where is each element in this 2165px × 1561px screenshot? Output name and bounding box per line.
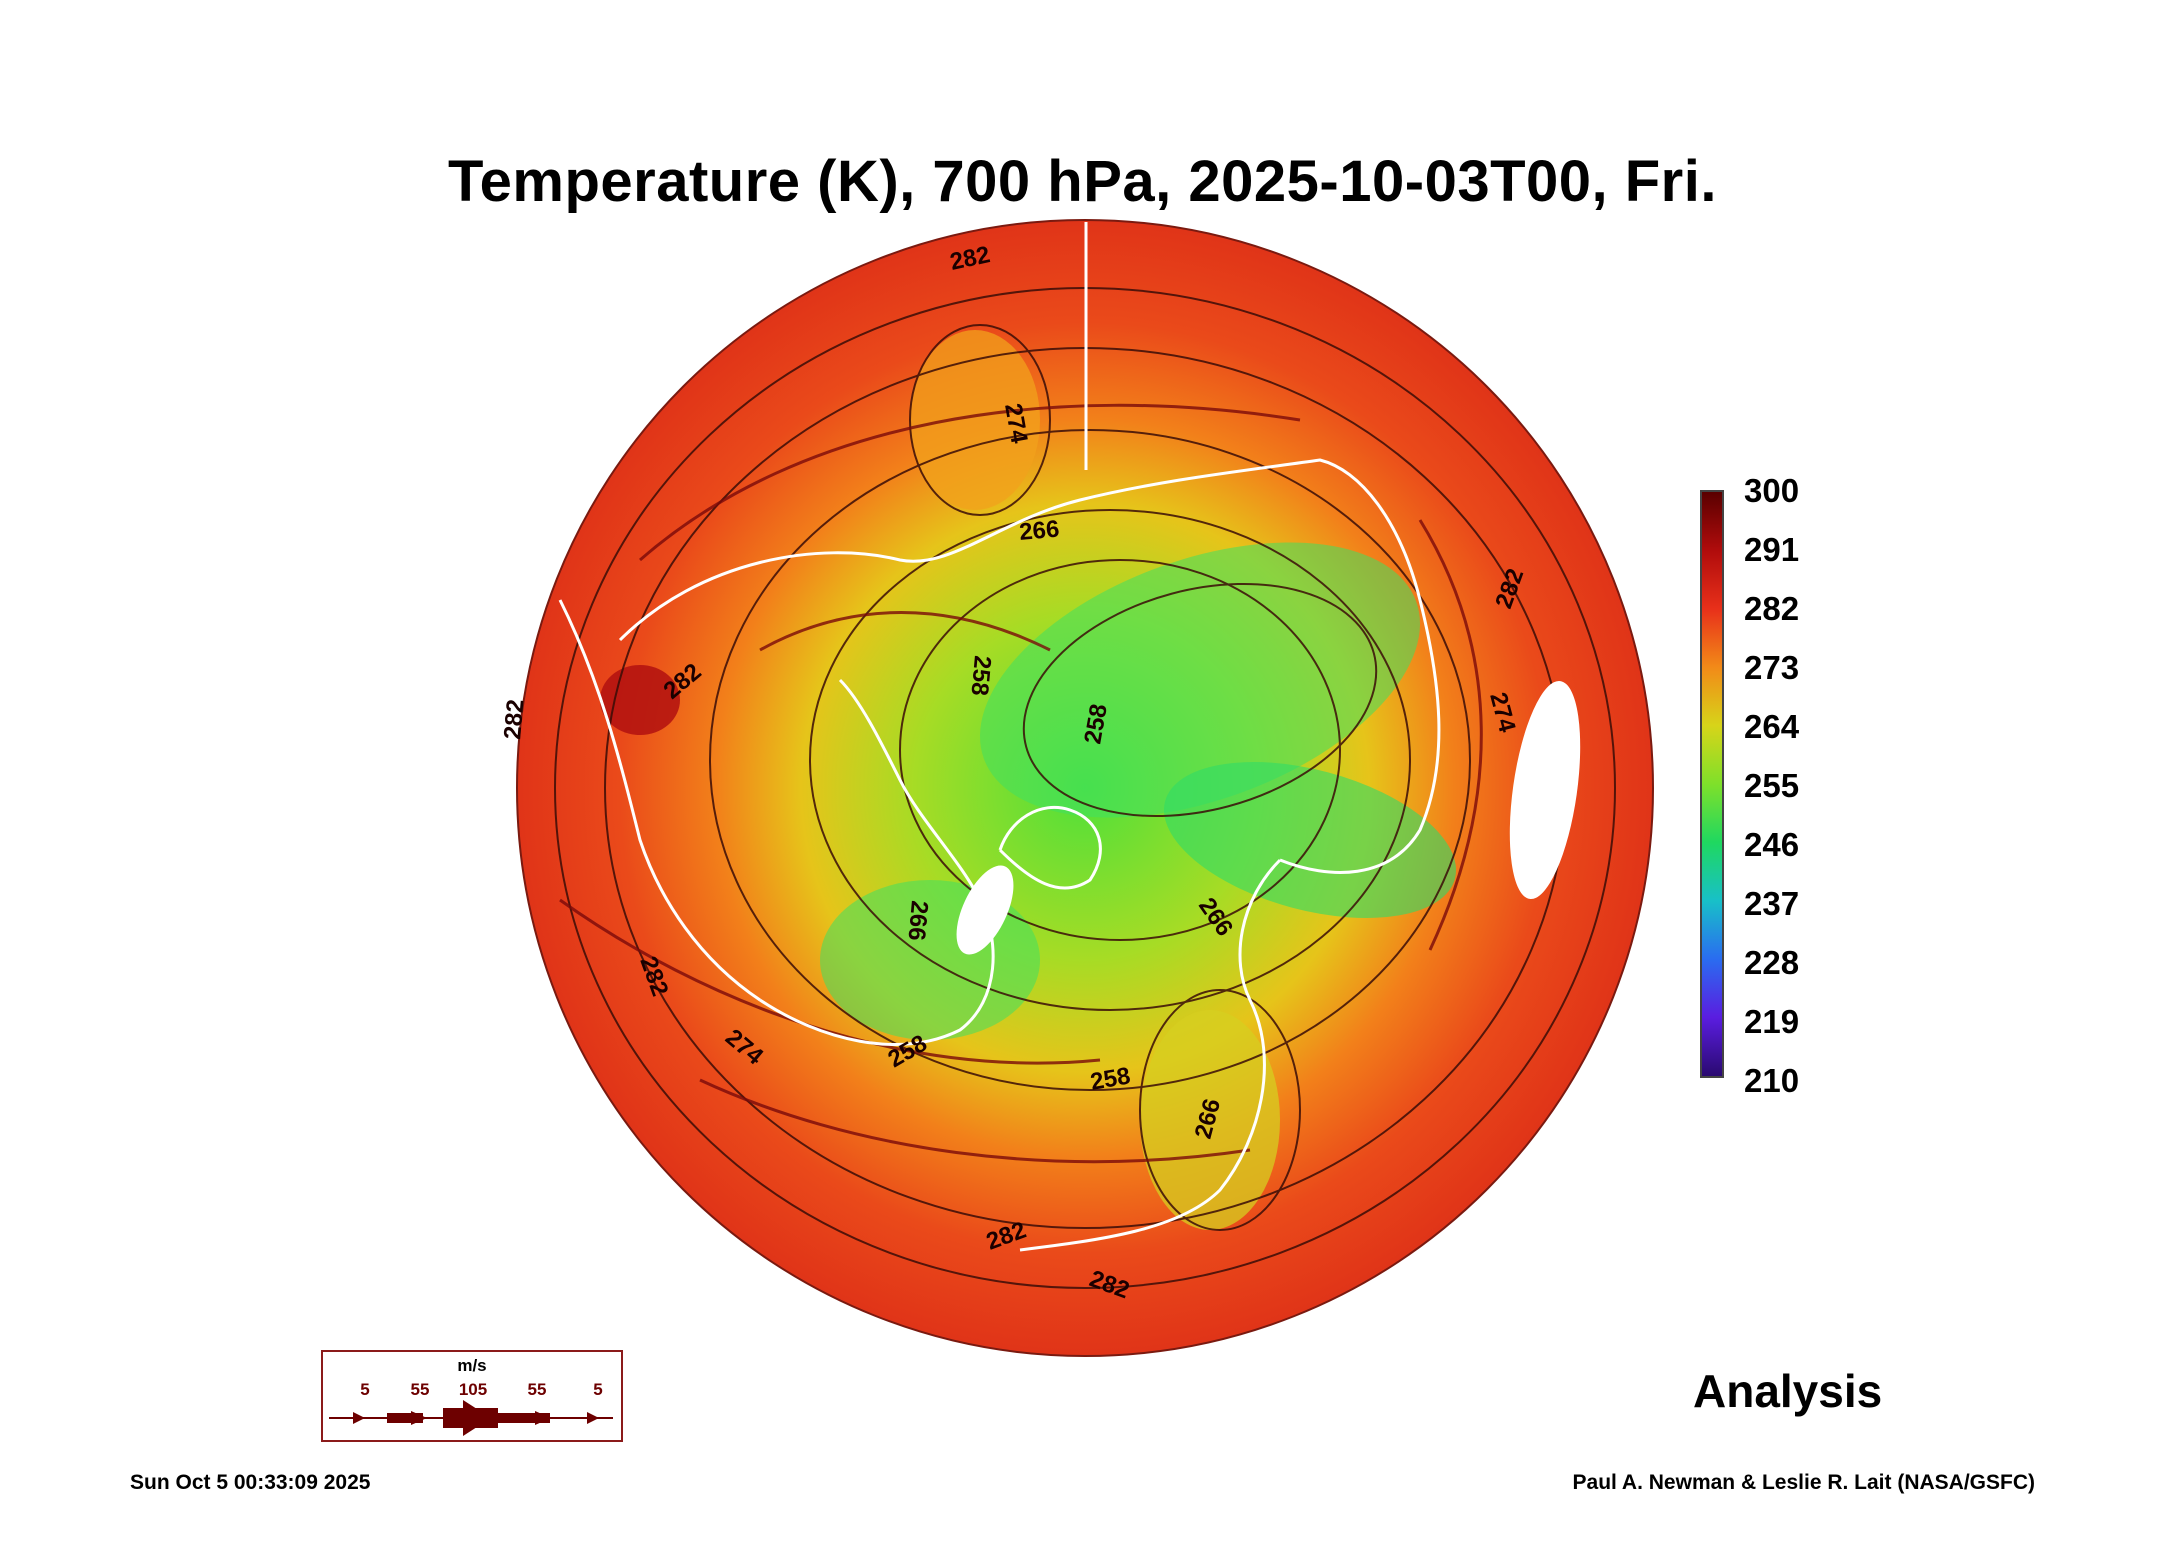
cool-region-north-lobe xyxy=(910,330,1040,510)
colorbar-tick-label: 255 xyxy=(1744,767,1800,804)
colorbar-tick-label: 210 xyxy=(1744,1062,1800,1099)
colorbar-tick-label: 264 xyxy=(1744,708,1800,745)
colorbar-tick-label: 228 xyxy=(1744,944,1800,981)
wind-legend-arrow xyxy=(329,1400,613,1436)
wind-streamlines xyxy=(559,403,1483,1164)
wind-legend-value: 55 xyxy=(410,1380,430,1399)
contour-labels: 282 274 266 282 258 258 282 274 282 266 … xyxy=(499,241,1529,1304)
colorbar-tick-label: 237 xyxy=(1744,885,1800,922)
analysis-label: Analysis xyxy=(1693,1365,1883,1417)
colorbar-tick-label: 246 xyxy=(1744,826,1800,863)
globe xyxy=(516,219,1654,1357)
missing-data-patch-center xyxy=(956,865,1014,955)
colorbar-tick-label: 291 xyxy=(1744,531,1800,568)
wind-legend-value: 105 xyxy=(458,1380,488,1399)
contour-label: 282 xyxy=(499,698,529,740)
wind-legend-value: 5 xyxy=(593,1380,603,1399)
cold-region-north xyxy=(980,542,1420,818)
warm-region-west xyxy=(600,665,680,735)
colorbar-tick-label: 219 xyxy=(1744,1003,1800,1040)
generation-timestamp: Sun Oct 5 00:33:09 2025 xyxy=(130,1471,371,1494)
contour-label: 266 xyxy=(1018,516,1060,546)
wind-legend-value: 5 xyxy=(360,1380,370,1399)
chart-title: Temperature (K), 700 hPa, 2025-10-03T00,… xyxy=(448,149,1717,214)
wind-speed-legend: m/s 5 55 105 55 5 xyxy=(321,1350,623,1442)
cool-region-south xyxy=(1140,1010,1280,1230)
missing-data-patch-east xyxy=(1509,680,1581,900)
contour-label: 266 xyxy=(903,899,933,941)
colorbar-tick-label: 282 xyxy=(1744,590,1800,627)
wind-legend-value: 55 xyxy=(527,1380,547,1399)
credits: Paul A. Newman & Leslie R. Lait (NASA/GS… xyxy=(1572,1471,2035,1494)
wind-legend-unit: m/s xyxy=(457,1356,487,1375)
colorbar-tick-label: 273 xyxy=(1744,649,1800,686)
temperature-colorbar xyxy=(1700,490,1724,1078)
cold-region-east xyxy=(1163,762,1457,918)
colorbar-tick-label: 300 xyxy=(1744,472,1800,509)
contour-label: 258 xyxy=(966,654,996,696)
globe-outline xyxy=(516,219,1654,1357)
